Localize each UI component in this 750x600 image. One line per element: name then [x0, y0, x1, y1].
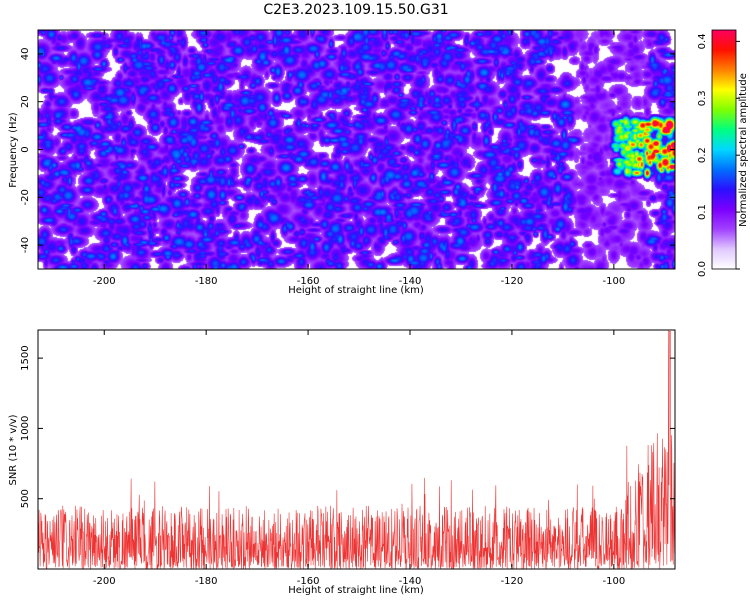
y-tick-label: 40 — [20, 48, 31, 61]
snr-panel: -200 -180 -160 -140 -120 -100 500 1000 1500 Hei… — [8, 329, 676, 596]
colorbar-tick-label: 0.2 — [697, 147, 708, 163]
colorbar-frame — [711, 29, 737, 270]
x-tick-label: -100 — [602, 276, 625, 287]
spectrogram-heatmap — [38, 30, 675, 269]
x-tick-label: -140 — [399, 576, 422, 587]
x-tick-label: -180 — [195, 576, 218, 587]
colorbar-label: Normalized spectral amplitude — [738, 73, 749, 227]
y-tick-label: 1500 — [20, 345, 31, 370]
x-tick-label: -120 — [501, 576, 524, 587]
x-tick-label: -180 — [195, 276, 218, 287]
snr-xlabel: Height of straight line (km) — [288, 585, 424, 596]
heatmap-xlabel: Height of straight line (km) — [288, 285, 424, 296]
colorbar-tick-label: 0.4 — [697, 33, 708, 49]
colorbar-tick-label: 0.1 — [697, 204, 708, 220]
y-tick-label: 500 — [20, 489, 31, 508]
y-tick-label: 20 — [20, 95, 31, 108]
snr-frame — [37, 329, 676, 570]
heatmap-ylabel: Frequency (Hz) — [8, 112, 19, 188]
x-tick-label: -140 — [399, 276, 422, 287]
snr-frame-top — [37, 329, 676, 570]
colorbar: 0.0 0.1 0.2 0.3 0.4 Normalized spectral ampl… — [697, 29, 749, 277]
snr-x-ticks: -200 -180 -160 -140 -120 -100 — [93, 330, 625, 587]
y-tick-label: -40 — [20, 237, 31, 253]
y-tick-label: -20 — [20, 189, 31, 205]
snr-ylabel: SNR (10 * v/v) — [8, 414, 19, 485]
y-tick-label: 0 — [20, 146, 31, 152]
heatmap-y-ticks: -40 -20 0 20 40 — [20, 48, 675, 253]
colorbar-tick-label: 0.3 — [697, 90, 708, 106]
colorbar-gradient — [712, 30, 736, 269]
heatmap-x-ticks: -200 -180 -160 -140 -120 -100 — [93, 30, 625, 287]
x-tick-label: -200 — [93, 276, 116, 287]
snr-y-ticks: 500 1000 1500 — [20, 345, 675, 508]
colorbar-ticks: 0.0 0.1 0.2 0.3 0.4 — [697, 33, 740, 277]
chart-title: C2E3.2023.109.15.50.G31 — [263, 2, 448, 18]
x-tick-label: -120 — [501, 276, 524, 287]
colorbar-tick-label: 0.0 — [697, 261, 708, 277]
x-tick-label: -200 — [93, 576, 116, 587]
x-tick-label: -160 — [297, 576, 320, 587]
x-tick-label: -100 — [602, 576, 625, 587]
snr-series-line — [37, 329, 676, 571]
y-tick-label: 1000 — [20, 416, 31, 441]
x-tick-label: -160 — [297, 276, 320, 287]
